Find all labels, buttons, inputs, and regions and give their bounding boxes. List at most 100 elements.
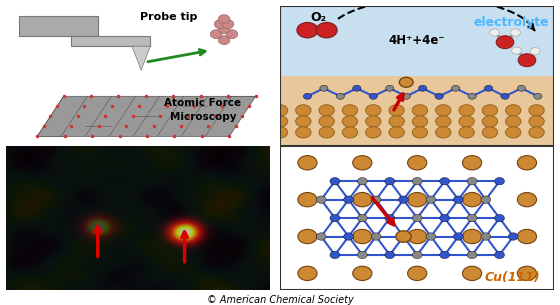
Circle shape xyxy=(330,251,340,259)
Circle shape xyxy=(369,93,377,99)
Circle shape xyxy=(385,214,395,222)
Circle shape xyxy=(316,196,326,203)
Circle shape xyxy=(222,20,234,29)
Circle shape xyxy=(412,214,422,222)
Circle shape xyxy=(506,105,521,116)
Circle shape xyxy=(412,116,428,127)
Circle shape xyxy=(357,251,367,259)
Circle shape xyxy=(353,85,361,91)
Circle shape xyxy=(418,85,427,91)
Circle shape xyxy=(534,93,542,99)
Circle shape xyxy=(319,127,334,138)
Circle shape xyxy=(511,29,520,36)
Circle shape xyxy=(371,196,381,203)
Circle shape xyxy=(357,214,367,222)
Circle shape xyxy=(496,36,514,48)
Circle shape xyxy=(481,196,491,203)
Circle shape xyxy=(459,127,474,138)
Circle shape xyxy=(218,25,230,34)
Circle shape xyxy=(436,105,451,116)
Circle shape xyxy=(489,29,500,36)
Circle shape xyxy=(451,85,460,91)
Circle shape xyxy=(389,105,404,116)
Circle shape xyxy=(296,127,311,138)
Text: Probe tip: Probe tip xyxy=(140,12,198,22)
Circle shape xyxy=(399,77,413,87)
Circle shape xyxy=(482,105,498,116)
Circle shape xyxy=(454,196,463,203)
Circle shape xyxy=(517,85,526,91)
Circle shape xyxy=(396,231,411,242)
Circle shape xyxy=(296,116,311,127)
Circle shape xyxy=(517,156,536,170)
Circle shape xyxy=(518,54,536,66)
Circle shape xyxy=(529,116,544,127)
Bar xyxy=(280,76,554,146)
Circle shape xyxy=(330,214,340,222)
Circle shape xyxy=(336,93,344,99)
Circle shape xyxy=(319,105,334,116)
Circle shape xyxy=(459,105,474,116)
Circle shape xyxy=(298,156,317,170)
Circle shape xyxy=(342,127,358,138)
Circle shape xyxy=(408,266,427,281)
Polygon shape xyxy=(37,96,255,136)
Circle shape xyxy=(272,127,288,138)
Bar xyxy=(280,6,554,76)
Circle shape xyxy=(389,116,404,127)
Circle shape xyxy=(320,85,328,91)
Circle shape xyxy=(436,127,451,138)
Circle shape xyxy=(440,178,450,185)
Circle shape xyxy=(463,266,482,281)
Circle shape xyxy=(272,116,288,127)
Circle shape xyxy=(508,233,518,240)
Circle shape xyxy=(316,233,326,240)
Circle shape xyxy=(512,47,521,54)
Circle shape xyxy=(226,30,238,38)
Circle shape xyxy=(399,233,408,240)
Circle shape xyxy=(366,105,381,116)
Circle shape xyxy=(426,233,436,240)
Circle shape xyxy=(342,116,358,127)
Circle shape xyxy=(517,192,536,207)
Circle shape xyxy=(330,178,340,185)
Circle shape xyxy=(316,23,337,38)
Circle shape xyxy=(529,105,544,116)
Circle shape xyxy=(218,15,230,23)
Circle shape xyxy=(412,105,428,116)
Circle shape xyxy=(385,251,395,259)
Circle shape xyxy=(386,85,394,91)
Text: Cu(111): Cu(111) xyxy=(485,271,540,284)
Circle shape xyxy=(412,251,422,259)
Circle shape xyxy=(298,229,317,244)
Circle shape xyxy=(408,229,427,244)
Circle shape xyxy=(389,127,404,138)
Text: © American Chemical Society: © American Chemical Society xyxy=(207,295,353,304)
Circle shape xyxy=(435,93,444,99)
Circle shape xyxy=(371,233,381,240)
Circle shape xyxy=(506,127,521,138)
Polygon shape xyxy=(71,36,150,46)
Circle shape xyxy=(529,127,544,138)
Circle shape xyxy=(353,156,372,170)
Circle shape xyxy=(482,127,498,138)
Circle shape xyxy=(353,229,372,244)
Circle shape xyxy=(467,178,477,185)
Circle shape xyxy=(353,192,372,207)
Circle shape xyxy=(298,266,317,281)
Circle shape xyxy=(501,93,509,99)
Circle shape xyxy=(426,196,436,203)
Circle shape xyxy=(412,127,428,138)
Circle shape xyxy=(530,48,540,55)
Circle shape xyxy=(436,116,451,127)
Circle shape xyxy=(353,266,372,281)
Circle shape xyxy=(412,178,422,185)
Polygon shape xyxy=(19,16,97,36)
Circle shape xyxy=(402,93,410,99)
Circle shape xyxy=(517,229,536,244)
Circle shape xyxy=(463,229,482,244)
Circle shape xyxy=(297,23,318,38)
Polygon shape xyxy=(132,46,150,70)
Circle shape xyxy=(366,127,381,138)
Circle shape xyxy=(298,192,317,207)
